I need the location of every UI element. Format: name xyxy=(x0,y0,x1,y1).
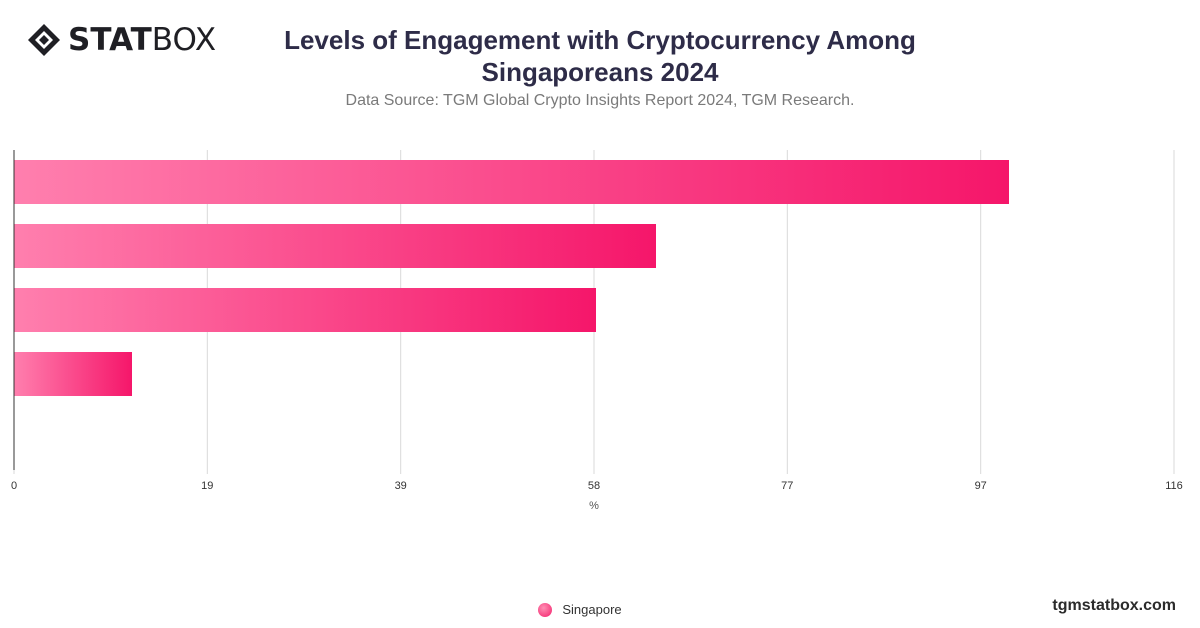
brand-logo: STATBOX xyxy=(26,22,216,58)
x-tick-label: 19 xyxy=(201,480,213,492)
website-credit: tgmstatbox.com xyxy=(1052,597,1176,614)
bars xyxy=(14,160,1009,396)
x-tick-label: 58 xyxy=(588,480,600,492)
logo-wordmark-light: BOX xyxy=(151,22,217,58)
x-tick-labels: 0 19 39 58 77 97 116 xyxy=(11,470,1183,492)
x-tick-label: 116 xyxy=(1165,480,1183,492)
legend-marker-singapore xyxy=(538,602,553,617)
x-tick-label: 0 xyxy=(11,480,17,492)
logo-wordmark-bold: STAT xyxy=(68,22,152,58)
bar-chart: 0 19 39 58 77 97 116 % xyxy=(11,150,1183,512)
bar-singapore-2[interactable] xyxy=(14,224,656,268)
logo-wordmark: STATBOX xyxy=(68,22,216,58)
x-tick-label: 97 xyxy=(975,480,987,492)
bar-singapore-3[interactable] xyxy=(14,288,596,332)
legend[interactable]: Singapore xyxy=(0,602,1200,617)
legend-label-singapore: Singapore xyxy=(562,602,622,617)
bar-singapore-4[interactable] xyxy=(14,352,132,396)
bar-singapore-1[interactable] xyxy=(14,160,1009,204)
statbox-logo-icon xyxy=(28,24,60,56)
x-tick-label: 39 xyxy=(395,480,407,492)
x-axis-title: % xyxy=(589,500,599,512)
x-tick-label: 77 xyxy=(781,480,793,492)
chart-subtitle: Data Source: TGM Global Crypto Insights … xyxy=(345,92,855,109)
chart-title: Levels of Engagement with Cryptocurrency… xyxy=(284,25,916,87)
